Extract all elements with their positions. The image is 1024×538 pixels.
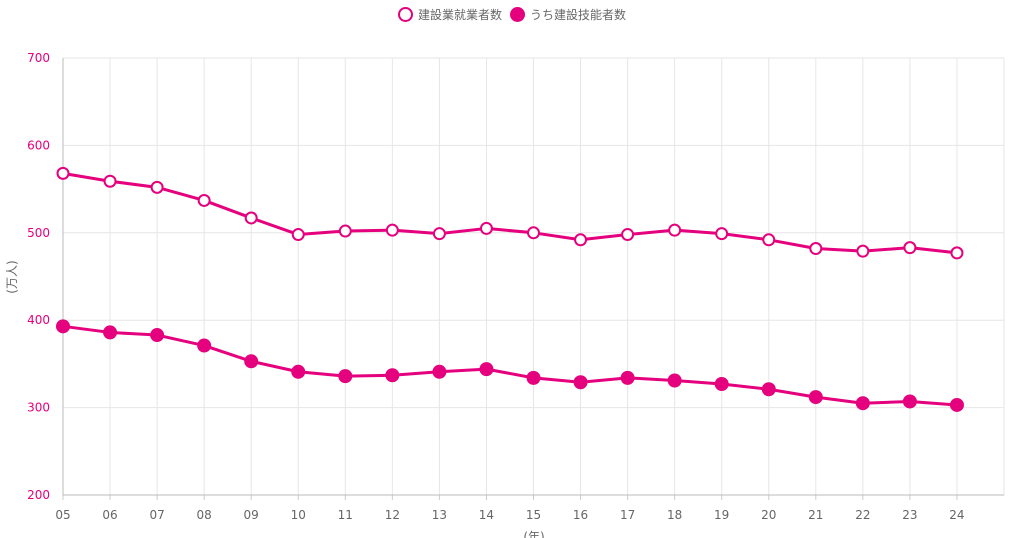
x-tick-label: 14: [479, 508, 494, 522]
data-point[interactable]: [526, 370, 541, 385]
x-tick-label: 22: [855, 508, 870, 522]
x-tick-label: 13: [432, 508, 447, 522]
y-tick-label: 200: [27, 488, 50, 502]
data-point[interactable]: [244, 354, 259, 369]
x-axis-title: (年): [523, 530, 544, 538]
legend-item-series-2[interactable]: うち建設技能者数: [510, 6, 626, 23]
data-point[interactable]: [856, 244, 870, 258]
data-point[interactable]: [432, 227, 446, 241]
x-tick-label: 12: [385, 508, 400, 522]
x-tick-label: 19: [714, 508, 729, 522]
x-tick-label: 09: [244, 508, 259, 522]
data-point[interactable]: [338, 224, 352, 238]
x-tick-label: 06: [102, 508, 117, 522]
series-lines: [56, 166, 964, 412]
data-point[interactable]: [197, 193, 211, 207]
series-1: [56, 166, 964, 260]
data-point[interactable]: [808, 390, 823, 405]
y-tick-label: 300: [27, 401, 50, 415]
data-point[interactable]: [762, 233, 776, 247]
data-point[interactable]: [56, 319, 70, 334]
data-point[interactable]: [902, 394, 917, 409]
data-point[interactable]: [479, 362, 494, 377]
axis-labels: 200 300 400 500 600 700 05 06 07 08 09 10 11 12 13 14 15…: [5, 51, 965, 538]
y-tick-label: 400: [27, 313, 50, 327]
x-tick-label: 20: [761, 508, 776, 522]
data-point[interactable]: [715, 227, 729, 241]
data-point[interactable]: [479, 221, 493, 235]
y-tick-label: 600: [27, 138, 50, 152]
y-tick-label: 700: [27, 51, 50, 65]
data-point[interactable]: [761, 382, 776, 397]
data-point[interactable]: [56, 166, 70, 180]
data-point[interactable]: [385, 368, 400, 383]
y-tick-label: 500: [27, 226, 50, 240]
x-tick-label: 05: [55, 508, 70, 522]
filled-circle-icon: [510, 7, 525, 22]
data-point[interactable]: [855, 396, 870, 411]
data-point[interactable]: [432, 364, 447, 379]
data-point[interactable]: [620, 370, 635, 385]
axes: [62, 58, 1004, 500]
legend-label-series-2: うち建設技能者数: [530, 8, 627, 22]
x-tick-label: 08: [197, 508, 212, 522]
data-point[interactable]: [714, 377, 729, 392]
series-line: [62, 171, 958, 255]
x-tick-label: 17: [620, 508, 635, 522]
data-point[interactable]: [573, 375, 588, 390]
series-line: [62, 324, 958, 407]
legend-label-series-1: 建設業就業者数: [417, 8, 502, 22]
data-point[interactable]: [574, 233, 588, 247]
x-tick-label: 18: [667, 508, 682, 522]
x-tick-label: 15: [526, 508, 541, 522]
data-point[interactable]: [150, 180, 164, 194]
data-point[interactable]: [667, 373, 682, 388]
legend: 建設業就業者数 うち建設技能者数: [0, 6, 1024, 23]
data-point[interactable]: [621, 228, 635, 242]
data-point[interactable]: [949, 397, 964, 412]
x-tick-label: 07: [149, 508, 164, 522]
data-point[interactable]: [103, 325, 118, 340]
series-2: [56, 319, 964, 412]
data-point[interactable]: [338, 369, 353, 384]
data-point[interactable]: [291, 228, 305, 242]
x-tick-label: 10: [291, 508, 306, 522]
data-point[interactable]: [950, 246, 964, 260]
data-point[interactable]: [244, 211, 258, 225]
x-tick-label: 16: [573, 508, 588, 522]
data-point[interactable]: [197, 338, 212, 353]
data-point[interactable]: [527, 226, 540, 240]
data-point[interactable]: [809, 242, 823, 256]
data-point[interactable]: [103, 174, 117, 188]
y-axis-title: (万人): [5, 260, 19, 293]
legend-item-series-1[interactable]: 建設業就業者数: [397, 6, 502, 23]
x-tick-label: 23: [902, 508, 917, 522]
x-tick-label: 21: [808, 508, 823, 522]
open-circle-icon: [397, 7, 413, 22]
data-point[interactable]: [668, 223, 682, 237]
data-point[interactable]: [150, 328, 165, 343]
grid-lines: [62, 57, 1005, 496]
x-tick-label: 24: [949, 508, 964, 522]
data-point[interactable]: [291, 364, 306, 379]
x-tick-label: 11: [338, 508, 353, 522]
data-point[interactable]: [903, 241, 917, 255]
data-point[interactable]: [385, 223, 399, 237]
